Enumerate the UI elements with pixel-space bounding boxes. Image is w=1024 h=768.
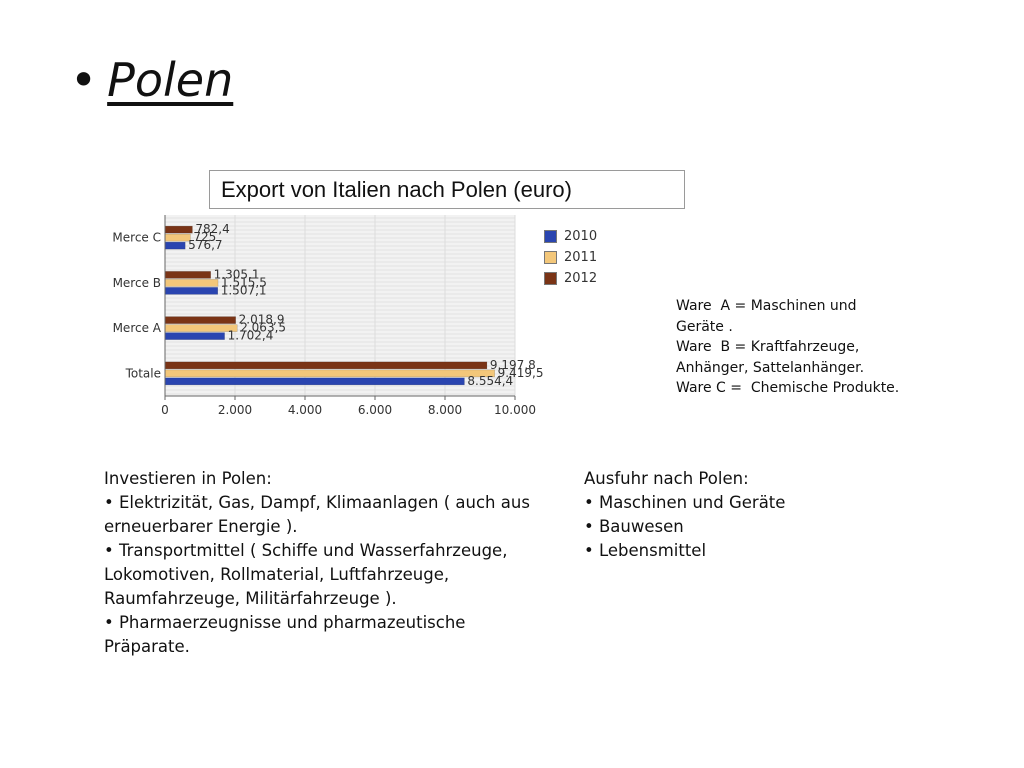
category-label: Merce C [112, 231, 161, 245]
x-tick-label: 8.000 [428, 403, 462, 417]
bar [164, 361, 488, 370]
legend-item: 2011 [544, 247, 597, 268]
legend-label: 2010 [564, 229, 598, 244]
bar [164, 233, 191, 242]
ware-legend-notes: Ware A = Maschinen und Geräte . Ware B =… [676, 296, 976, 399]
title-bullet: • [70, 53, 98, 107]
x-tick-label: 0 [161, 403, 169, 417]
ausfuhr-item: • Bauwesen [584, 517, 684, 536]
x-tick-label: 4.000 [288, 403, 322, 417]
ware-note-line: Ware B = Kraftfahrzeuge, [676, 339, 860, 355]
legend-item: 2010 [544, 226, 597, 247]
ausfuhr-item: • Lebensmittel [584, 541, 707, 560]
slide-title: • Polen [70, 50, 233, 110]
title-text: Polen [107, 53, 234, 107]
category-label: Merce A [113, 321, 162, 335]
chart-title: Export von Italien nach Polen (euro) [209, 170, 685, 209]
ausfuhr-item: • Maschinen und Geräte [584, 493, 786, 512]
x-tick-label: 2.000 [218, 403, 252, 417]
x-tick-label: 10.000 [494, 403, 536, 417]
data-label: 576,7 [188, 238, 222, 252]
ware-note-line: Anhänger, Sattelanhänger. [676, 359, 865, 376]
bar [164, 377, 465, 386]
data-label: 2.063,5 [240, 321, 286, 335]
bar-chart: Merce C Merce B Merce A Totale 0 2.000 4.000 6.… [112, 215, 543, 417]
data-label: 9.197,8 [490, 358, 536, 372]
legend-swatch [544, 272, 557, 285]
data-label: 1.702,4 [228, 329, 274, 343]
x-tick-label: 6.000 [358, 403, 392, 417]
ware-note-line: Ware A = Maschinen und [676, 298, 857, 314]
bar [164, 271, 211, 279]
chart-grid [164, 215, 516, 396]
bar [164, 316, 236, 324]
bar [164, 287, 218, 295]
data-label: 1.305,1 [214, 267, 260, 281]
legend-swatch [544, 251, 557, 264]
ware-note-line: Geräte . [676, 318, 733, 335]
bar [164, 241, 186, 250]
legend-label: 2012 [564, 271, 598, 286]
ausfuhr-section: Ausfuhr nach Polen: • Maschinen und Gerä… [584, 467, 964, 563]
chart-legend: 2010 2011 2012 [544, 226, 597, 289]
bar [164, 279, 219, 287]
data-label: 725 [193, 230, 216, 244]
invest-section: Investieren in Polen: • Elektrizität, Ga… [104, 467, 544, 659]
chart-bars [164, 225, 495, 386]
chart-axes: Merce C Merce B Merce A Totale 0 2.000 4.000 6.… [112, 215, 536, 417]
data-label: 2.018,9 [239, 313, 285, 327]
data-label: 1.507,1 [221, 283, 267, 297]
category-label: Totale [125, 366, 161, 380]
bar [164, 369, 495, 378]
data-label: 9.419,5 [498, 366, 544, 380]
invest-item: • Elektrizität, Gas, Dampf, Klimaanlagen… [104, 493, 530, 536]
data-label: 8.554,4 [467, 374, 513, 388]
invest-item: • Pharmaerzeugnisse und pharmazeutische … [104, 613, 466, 656]
bar [164, 225, 193, 234]
invest-heading: Investieren in Polen: [104, 469, 272, 488]
legend-item: 2012 [544, 268, 597, 289]
bar [164, 324, 238, 332]
legend-label: 2011 [564, 250, 598, 265]
ware-note-line: Ware C = Chemische Produkte. [676, 380, 900, 396]
invest-item: • Transportmittel ( Schiffe und Wasserfa… [104, 541, 508, 608]
data-label: 782,4 [195, 222, 229, 236]
legend-swatch [544, 230, 557, 243]
data-label: 1.515,5 [221, 275, 267, 289]
bar [164, 332, 225, 340]
ausfuhr-heading: Ausfuhr nach Polen: [584, 469, 749, 488]
category-label: Merce B [113, 276, 161, 290]
